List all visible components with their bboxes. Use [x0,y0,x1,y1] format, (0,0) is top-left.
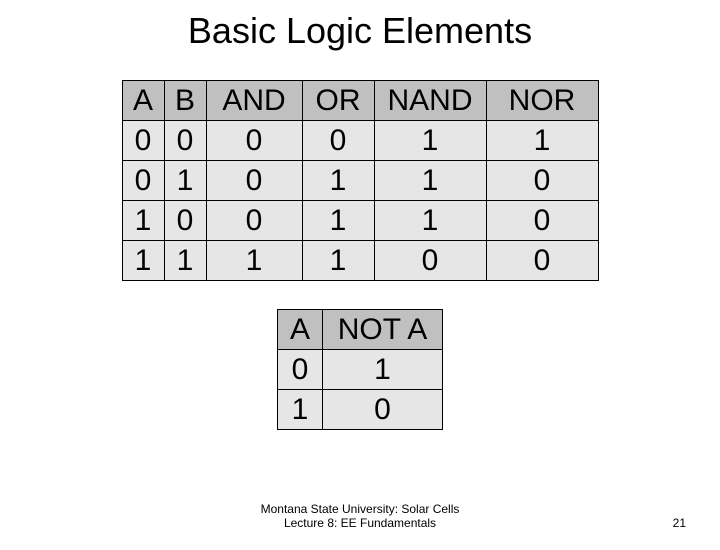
cell: 0 [486,161,598,201]
cell: 0 [206,121,302,161]
page-title: Basic Logic Elements [0,10,720,52]
cell: 1 [206,241,302,281]
page-number: 21 [673,516,686,530]
cell: 0 [206,201,302,241]
table-header-row: A NOT A [278,310,443,350]
table-row: 1 0 [278,390,443,430]
table-row: 0 0 0 0 1 1 [122,121,598,161]
cell: 1 [164,241,206,281]
cell: 1 [164,161,206,201]
table-header-row: A B AND OR NAND NOR [122,81,598,121]
cell: 1 [122,201,164,241]
col-header-b: B [164,81,206,121]
table-row: 0 1 0 1 1 0 [122,161,598,201]
cell: 0 [374,241,486,281]
col-header-and: AND [206,81,302,121]
col-header-a: A [122,81,164,121]
cell: 1 [323,350,443,390]
cell: 1 [486,121,598,161]
cell: 0 [302,121,374,161]
col-header-nand: NAND [374,81,486,121]
cell: 0 [486,241,598,281]
table-row: 1 0 0 1 1 0 [122,201,598,241]
truth-table-main: A B AND OR NAND NOR 0 0 0 0 1 1 0 1 0 1 … [122,80,599,281]
cell: 1 [302,241,374,281]
cell: 0 [486,201,598,241]
not-table-container: A NOT A 0 1 1 0 [0,309,720,430]
table-row: 1 1 1 1 0 0 [122,241,598,281]
cell: 1 [374,201,486,241]
cell: 1 [122,241,164,281]
cell: 0 [164,201,206,241]
cell: 0 [122,161,164,201]
cell: 0 [164,121,206,161]
col-header-a: A [278,310,323,350]
main-table-container: A B AND OR NAND NOR 0 0 0 0 1 1 0 1 0 1 … [0,80,720,281]
cell: 1 [374,121,486,161]
cell: 0 [206,161,302,201]
table-row: 0 1 [278,350,443,390]
footer-text: Montana State University: Solar Cells Le… [0,502,720,530]
cell: 0 [122,121,164,161]
cell: 1 [374,161,486,201]
col-header-or: OR [302,81,374,121]
footer-line1: Montana State University: Solar Cells [261,502,460,516]
cell: 0 [278,350,323,390]
col-header-nota: NOT A [323,310,443,350]
footer-line2: Lecture 8: EE Fundamentals [0,516,720,530]
cell: 1 [302,161,374,201]
col-header-nor: NOR [486,81,598,121]
cell: 1 [278,390,323,430]
cell: 1 [302,201,374,241]
cell: 0 [323,390,443,430]
truth-table-not: A NOT A 0 1 1 0 [277,309,443,430]
